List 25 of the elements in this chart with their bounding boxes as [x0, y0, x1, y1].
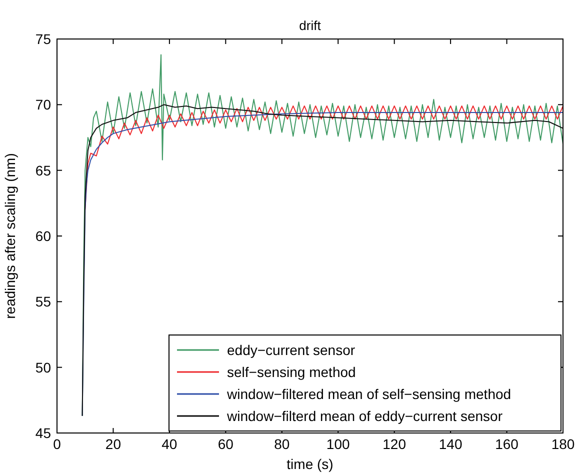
x-tick-label: 120: [382, 436, 406, 452]
y-tick-label: 50: [35, 359, 52, 376]
x-tick-label: 20: [105, 436, 122, 452]
legend-label: eddy−current sensor: [227, 342, 356, 358]
y-tick-label: 70: [35, 96, 52, 113]
y-tick-label: 65: [35, 162, 52, 178]
x-tick-label: 40: [162, 436, 178, 452]
legend-label: self−sensing method: [227, 364, 356, 380]
x-tick-label: 140: [438, 436, 462, 452]
x-tick-label: 0: [53, 436, 62, 452]
y-axis-title: readings after scaling (nm): [2, 153, 18, 319]
x-tick-label: 60: [218, 436, 234, 452]
chart-title: drift: [299, 18, 322, 33]
x-axis-title: time (s): [286, 456, 334, 472]
line-series: [84, 105, 563, 210]
legend-label: window−filtered mean of self−sensing method: [226, 386, 512, 402]
x-tick-label: 160: [495, 436, 519, 452]
y-tick-label: 55: [35, 294, 52, 310]
y-tick-label: 45: [35, 425, 52, 441]
y-tick-label: 75: [35, 31, 52, 47]
x-tick-label: 180: [551, 436, 575, 452]
y-tick-label: 60: [35, 228, 52, 244]
x-tick-label: 100: [326, 436, 350, 452]
legend-label: window−filterd mean of eddy−current sensor: [226, 408, 503, 424]
x-tick-label: 80: [274, 436, 290, 452]
